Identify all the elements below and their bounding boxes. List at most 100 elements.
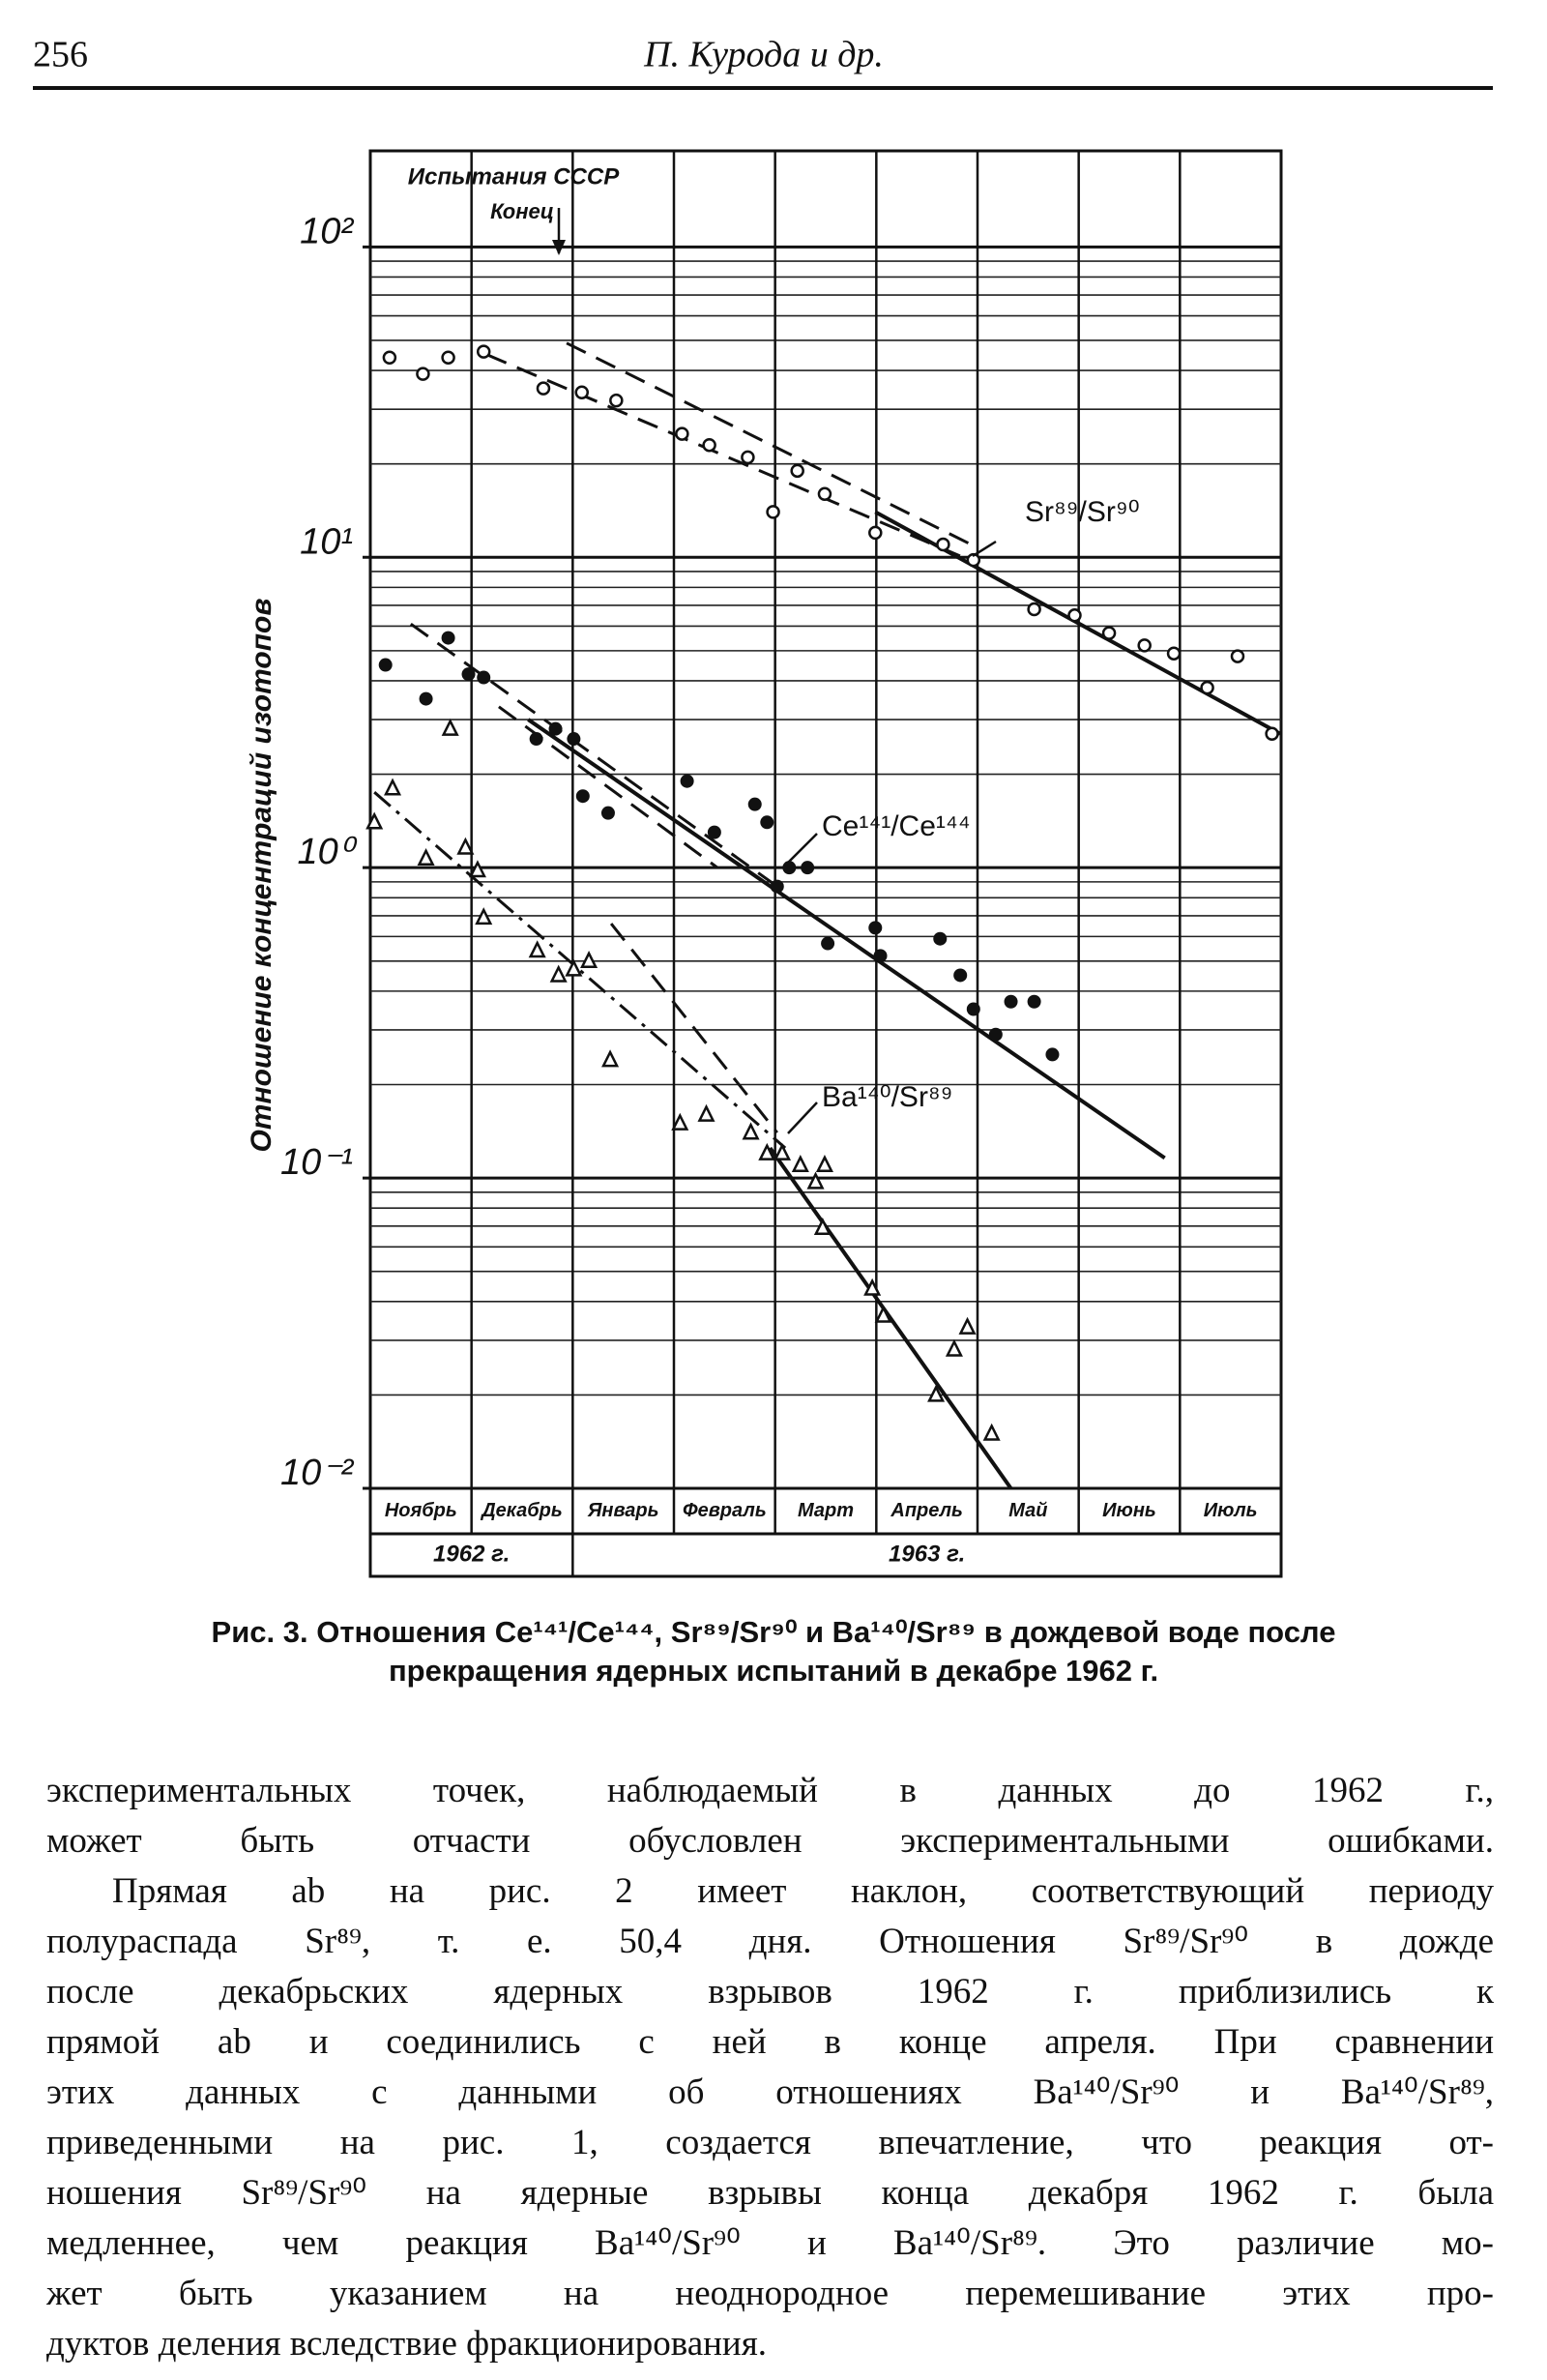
point bbox=[966, 1002, 980, 1016]
caption-line: прекращения ядерных испытаний в декабре … bbox=[388, 1654, 1159, 1688]
annotation-arrowhead bbox=[552, 240, 566, 255]
caption-line: Рис. 3. Отношения Ce¹⁴¹/Ce¹⁴⁴, Sr⁸⁹/Sr⁹⁰… bbox=[39, 1613, 1508, 1652]
point bbox=[945, 1338, 963, 1357]
label-arrow bbox=[784, 833, 818, 867]
text-line: экспериментальных точек, наблюдаемый в д… bbox=[46, 1771, 1494, 1810]
point bbox=[609, 393, 624, 408]
point bbox=[528, 940, 546, 958]
fit-line bbox=[409, 622, 778, 888]
point bbox=[741, 450, 755, 465]
fit-line bbox=[527, 718, 1166, 1161]
point bbox=[821, 936, 835, 951]
y-tick-label: 10² bbox=[300, 211, 354, 251]
fit-line bbox=[768, 1146, 1013, 1490]
point bbox=[1230, 649, 1245, 663]
point bbox=[475, 907, 493, 926]
y-tick-label: 10⁰ bbox=[297, 832, 357, 872]
point bbox=[1265, 726, 1279, 742]
body-text: экспериментальных точек, наблюдаемый в д… bbox=[46, 1766, 1494, 2375]
point bbox=[600, 806, 615, 820]
point bbox=[1027, 602, 1041, 617]
caption-text: Отношения Ce¹⁴¹/Ce¹⁴⁴, Sr⁸⁹/Sr⁹⁰ и Ba¹⁴⁰… bbox=[316, 1615, 1336, 1649]
point bbox=[417, 847, 435, 867]
point bbox=[461, 667, 476, 682]
figure: 256 П. Курода и др. 10⁻² 10⁻¹ 10⁰ 10¹ 10² Ноя… bbox=[33, 35, 1493, 1578]
point bbox=[702, 437, 716, 453]
point bbox=[1101, 626, 1117, 640]
x-tick-label: Май bbox=[1008, 1500, 1047, 1521]
point bbox=[1137, 638, 1152, 653]
x-tick-label: Февраль bbox=[683, 1500, 767, 1521]
point bbox=[770, 879, 784, 894]
point bbox=[1166, 646, 1182, 661]
annotation: Конец bbox=[490, 199, 554, 223]
point bbox=[382, 350, 397, 366]
point bbox=[574, 385, 590, 399]
caption: Рис. 3. Отношения Ce¹⁴¹/Ce¹⁴⁴, Sr⁸⁹/Sr⁹⁰… bbox=[39, 1613, 1508, 1690]
x-tick-label: Ноябрь bbox=[385, 1500, 457, 1521]
point bbox=[863, 1278, 882, 1296]
point bbox=[477, 670, 491, 685]
point bbox=[953, 968, 968, 983]
point bbox=[675, 426, 689, 441]
point bbox=[988, 1027, 1003, 1042]
x-tick-label: Июнь bbox=[1102, 1500, 1156, 1521]
point bbox=[549, 964, 568, 983]
point bbox=[384, 778, 402, 796]
y-tick-label: 10¹ bbox=[300, 521, 353, 562]
plot-frame bbox=[368, 149, 1283, 1578]
y-tick-label: 10⁻² bbox=[280, 1453, 354, 1493]
point bbox=[773, 1142, 792, 1161]
point bbox=[801, 861, 815, 875]
point bbox=[758, 1142, 776, 1161]
point bbox=[529, 732, 543, 747]
point bbox=[815, 1155, 833, 1173]
point bbox=[416, 367, 430, 381]
point bbox=[468, 860, 486, 878]
point bbox=[575, 789, 590, 804]
x-tick-label: Январь bbox=[587, 1500, 659, 1521]
point bbox=[1200, 680, 1214, 695]
point bbox=[536, 381, 551, 396]
year-label: 1962 г. bbox=[433, 1541, 510, 1567]
x-tick-label: Март bbox=[798, 1500, 854, 1521]
point bbox=[565, 958, 583, 977]
point bbox=[548, 721, 563, 736]
caption-label: Рис. 3. bbox=[211, 1615, 308, 1649]
point bbox=[1045, 1047, 1060, 1062]
text-line: дуктов деления вследствие фракционирован… bbox=[46, 2324, 768, 2364]
point bbox=[760, 815, 774, 830]
text-line: может быть отчасти обусловлен эксперимен… bbox=[46, 1821, 1494, 1861]
point bbox=[1027, 994, 1041, 1009]
x-tick-label: Апрель bbox=[890, 1500, 963, 1521]
text-line: ношения Sr⁸⁹/Sr⁹⁰ на ядерные взрывы конц… bbox=[46, 2173, 1494, 2213]
running-title: П. Курода и др. bbox=[643, 35, 884, 75]
x-tick-label: Декабрь bbox=[480, 1500, 563, 1521]
point bbox=[868, 921, 883, 935]
point bbox=[958, 1316, 977, 1335]
text-line: жет быть указанием на неоднородное перем… bbox=[46, 2274, 1494, 2313]
annotation: Испытания СССР bbox=[408, 163, 620, 190]
point bbox=[365, 811, 384, 830]
point bbox=[927, 1384, 946, 1402]
point bbox=[1004, 994, 1018, 1009]
point bbox=[697, 1103, 715, 1122]
label-arrow bbox=[787, 1102, 818, 1134]
point bbox=[601, 1049, 620, 1068]
series-label: Sr⁸⁹/Sr⁹⁰ bbox=[1025, 496, 1140, 528]
point bbox=[766, 505, 780, 519]
text-line: этих данных с данными об отношениях Ba¹⁴… bbox=[46, 2072, 1494, 2112]
series-label: Ce¹⁴¹/Ce¹⁴⁴ bbox=[822, 810, 971, 842]
point bbox=[874, 1305, 892, 1323]
point bbox=[580, 950, 598, 969]
point bbox=[419, 691, 433, 706]
year-label: 1963 г. bbox=[889, 1541, 965, 1567]
fit-line bbox=[566, 341, 979, 550]
page-number: 256 bbox=[33, 35, 88, 75]
series-label: Ba¹⁴⁰/Sr⁸⁹ bbox=[822, 1081, 952, 1113]
fit-line bbox=[485, 353, 968, 561]
y-axis-label: Отношение концентраций изотопов bbox=[246, 599, 277, 1153]
text-line: после декабрьских ядерных взрывов 1962 г… bbox=[46, 1972, 1494, 2012]
point bbox=[441, 718, 459, 736]
